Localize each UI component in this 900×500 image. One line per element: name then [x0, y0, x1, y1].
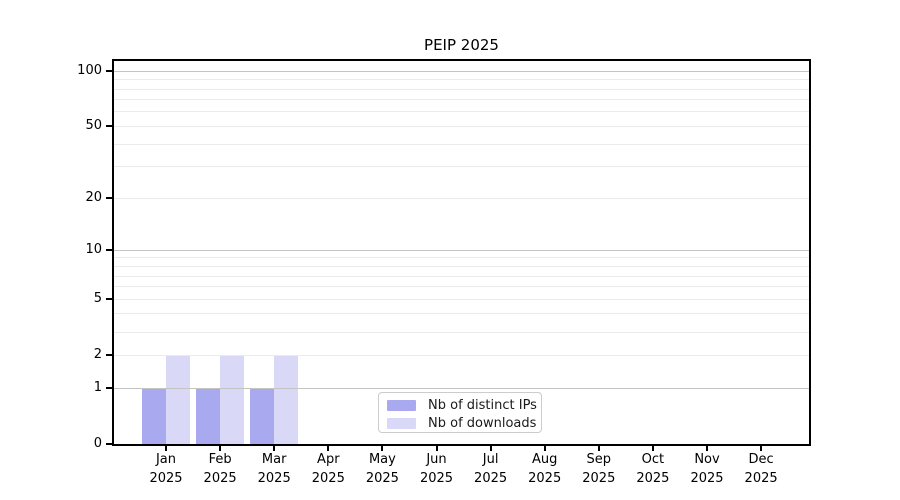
gridline-minor	[114, 125, 809, 127]
x-tick-mark	[381, 446, 384, 451]
x-tick-label: Apr 2025	[296, 450, 360, 488]
x-tick-mark	[760, 446, 763, 451]
y-tick-label: 1	[93, 380, 102, 395]
x-tick-month: Jul	[482, 452, 499, 467]
gridline-minor	[114, 266, 809, 267]
x-tick-mark	[219, 446, 222, 451]
y-tick-mark	[106, 387, 112, 389]
gridline-minor	[114, 143, 809, 145]
x-tick-year: 2025	[203, 471, 237, 486]
y-tick-mark	[106, 249, 112, 252]
x-tick-label: Mar 2025	[242, 450, 306, 488]
x-tick-mark	[435, 446, 438, 451]
gridline-minor	[114, 286, 809, 288]
gridline-minor	[114, 257, 809, 259]
y-tick-mark	[106, 354, 112, 357]
bar-downloads-feb	[220, 355, 245, 444]
y-tick-mark	[106, 197, 112, 200]
x-tick-year: 2025	[636, 471, 670, 486]
x-tick-month: Feb	[208, 452, 232, 467]
x-tick-year: 2025	[257, 471, 291, 486]
x-tick-year: 2025	[311, 471, 345, 486]
x-tick-month: Jun	[426, 452, 447, 467]
x-tick-label: Dec 2025	[729, 450, 793, 488]
legend-label-distinct-ips: Nb of distinct IPs	[428, 397, 537, 413]
chart-title: PEIP 2025	[424, 36, 499, 54]
x-tick-label: Aug 2025	[513, 450, 577, 488]
y-tick-label: 5	[93, 291, 102, 307]
x-tick-year: 2025	[690, 471, 724, 486]
y-tick-mark	[106, 298, 112, 301]
x-tick-year: 2025	[365, 471, 399, 486]
gridline-minor	[114, 197, 809, 199]
x-tick-mark	[489, 446, 492, 451]
y-tick-mark	[106, 443, 112, 445]
x-tick-mark	[706, 446, 708, 451]
gridline-major	[114, 70, 809, 72]
gridline-major	[114, 249, 809, 251]
x-tick-month: May	[368, 452, 396, 467]
gridline-minor	[114, 88, 809, 90]
x-tick-label: Oct 2025	[621, 450, 685, 488]
x-tick-month: Dec	[748, 452, 774, 467]
x-tick-month: Aug	[531, 452, 558, 467]
gridline-minor	[114, 275, 809, 277]
y-tick-label: 10	[85, 242, 102, 258]
x-tick-month: Sep	[586, 452, 612, 467]
x-tick-year: 2025	[744, 471, 778, 486]
x-tick-mark	[273, 446, 276, 451]
x-tick-label: Jan 2025	[134, 450, 198, 488]
x-tick-month: Nov	[694, 452, 720, 467]
x-tick-label: Sep 2025	[567, 450, 631, 488]
gridline-minor	[114, 354, 809, 356]
y-tick-label: 100	[77, 63, 102, 79]
x-tick-mark	[597, 446, 600, 451]
legend-item-downloads: Nb of downloads	[387, 414, 537, 432]
y-tick-label: 2	[93, 347, 102, 363]
x-tick-label: Jul 2025	[459, 450, 523, 488]
legend-item-distinct-ips: Nb of distinct IPs	[387, 396, 537, 414]
y-tick-label: 0	[93, 436, 102, 451]
legend-swatch-downloads	[387, 417, 416, 429]
x-tick-label: Jun 2025	[405, 450, 469, 488]
x-tick-mark	[543, 446, 546, 451]
x-tick-mark	[165, 446, 167, 451]
gridline-major	[114, 387, 809, 389]
x-tick-label: Nov 2025	[675, 450, 739, 488]
x-tick-year: 2025	[419, 471, 454, 486]
x-tick-month: Oct	[641, 452, 665, 467]
x-tick-year: 2025	[528, 471, 562, 486]
y-tick-label: 20	[85, 190, 102, 206]
y-tick-mark	[106, 125, 112, 128]
gridline-minor	[114, 99, 809, 101]
x-tick-month: Apr	[317, 452, 340, 467]
y-tick-label: 50	[85, 118, 102, 134]
gridline-minor	[114, 79, 809, 81]
x-tick-label: May 2025	[350, 450, 414, 488]
legend-label-downloads: Nb of downloads	[428, 415, 537, 431]
bar-distinct-ips-mar	[250, 388, 275, 444]
x-tick-year: 2025	[149, 471, 183, 486]
x-tick-month: Mar	[261, 452, 287, 467]
gridline-minor	[114, 331, 809, 333]
x-tick-mark	[327, 446, 330, 451]
x-tick-year: 2025	[474, 471, 508, 486]
gridline-minor	[114, 166, 809, 168]
bar-downloads-mar	[274, 355, 299, 444]
y-tick-mark	[106, 70, 112, 73]
bar-distinct-ips-jan	[142, 388, 166, 444]
gridline-minor	[114, 298, 809, 300]
x-tick-label: Feb 2025	[188, 450, 252, 488]
legend: Nb of distinct IPs Nb of downloads	[378, 392, 542, 433]
gridline-minor	[114, 111, 809, 113]
legend-swatch-distinct-ips	[387, 399, 416, 411]
x-tick-year: 2025	[582, 471, 616, 486]
gridline-minor	[114, 313, 809, 315]
x-tick-mark	[651, 446, 654, 451]
bar-distinct-ips-feb	[196, 388, 221, 444]
x-tick-month: Jan	[155, 452, 177, 467]
bar-downloads-jan	[166, 355, 190, 444]
